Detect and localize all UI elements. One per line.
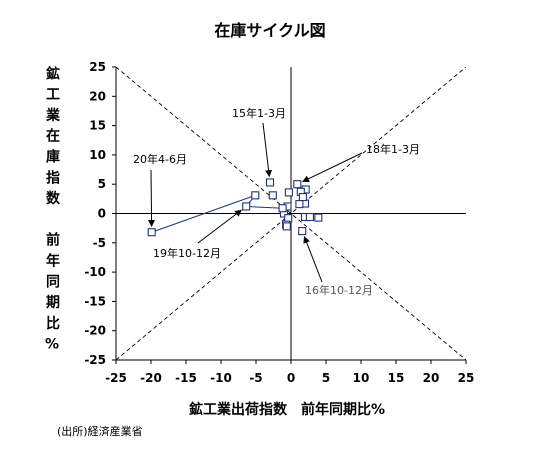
data-point [298, 227, 307, 236]
y-axis-label: 鉱工業在庫指数 前年同期比% [44, 66, 60, 360]
annotation-label: 15年1-3月 [232, 106, 286, 120]
data-point [265, 178, 275, 187]
y-tick-label: -20 [84, 324, 106, 338]
data-series [147, 178, 323, 237]
y-tick-label: 20 [89, 89, 106, 103]
x-tick-label: -5 [249, 371, 262, 385]
annotation-arrow [197, 209, 242, 244]
data-point [305, 212, 314, 222]
x-tick-label: 20 [423, 371, 440, 385]
x-tick-label: 15 [388, 371, 405, 385]
chart-title: 在庫サイクル図 [214, 21, 325, 40]
data-point [284, 188, 293, 197]
y-tick-label: -5 [93, 236, 106, 250]
annotation-arrow [303, 236, 323, 283]
y-tick-label: 10 [89, 148, 106, 162]
data-point [278, 204, 287, 213]
guide-line-1 [116, 67, 466, 360]
y-tick-label: -25 [84, 353, 106, 367]
data-point [298, 193, 307, 202]
diagonal-guide-lines [116, 67, 466, 360]
x-tick-label: -10 [210, 371, 232, 385]
x-axis-label: 鉱工業出荷指数 前年同期比% [189, 401, 385, 418]
data-point [314, 213, 323, 222]
source-note: (出所)経済産業省 [57, 425, 143, 438]
y-tick-label: -10 [84, 265, 106, 279]
data-point [293, 180, 302, 189]
annotation-label: 18年1-3月 [366, 142, 420, 156]
annotation-arrow [302, 152, 363, 183]
annotation-label: 20年4-6月 [133, 152, 187, 166]
y-tick-label: 5 [98, 177, 106, 191]
data-point [242, 202, 251, 211]
y-tick-label: 0 [98, 207, 106, 221]
annotation-arrow [148, 169, 156, 227]
zero-lines [116, 67, 466, 360]
x-tick-label: -15 [175, 371, 197, 385]
y-tick-label: 15 [89, 119, 106, 133]
x-tick-label: 10 [353, 371, 370, 385]
annotation-arrow [262, 122, 273, 178]
data-point [147, 228, 156, 237]
annotations: 15年1-3月 18年1-3月 20年4-6月 19年10-12月 16年10-12月 [133, 106, 420, 297]
x-tick-label: 25 [458, 371, 475, 385]
y-axis-ticks: 25 20 15 10 5 0 -5 -10 -15 -20 -25 [84, 60, 116, 367]
x-tick-label: 5 [322, 371, 330, 385]
guide-line-0 [116, 67, 466, 360]
y-tick-label: -15 [84, 294, 106, 308]
data-point [268, 191, 277, 200]
y-tick-label: 25 [89, 60, 106, 74]
annotation-label: 19年10-12月 [153, 246, 221, 260]
x-axis-ticks: -25 -20 -15 -10 -5 0 5 10 15 20 25 [105, 360, 474, 385]
annotation-label: 16年10-12月 [305, 283, 373, 297]
x-tick-label: -25 [105, 371, 127, 385]
x-tick-label: 0 [287, 371, 295, 385]
data-point [251, 191, 260, 200]
data-point [295, 200, 304, 209]
series-line [151, 194, 283, 233]
data-point [282, 222, 291, 231]
x-tick-label: -20 [140, 371, 162, 385]
